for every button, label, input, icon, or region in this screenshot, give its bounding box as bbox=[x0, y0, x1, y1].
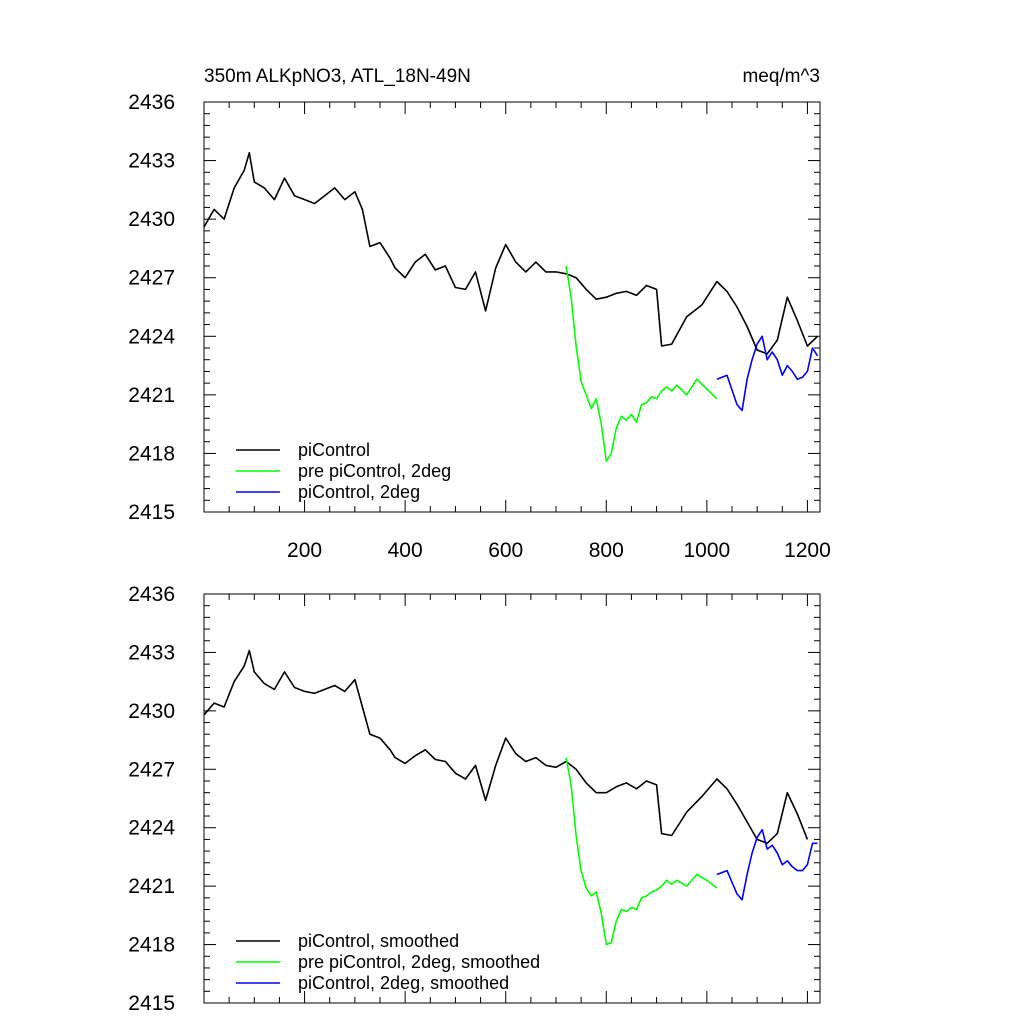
plot-frame bbox=[203, 101, 821, 513]
y-tick-label: 2418 bbox=[128, 934, 175, 957]
panel-bottom: 2415 2418 2421 2424 2427 2430 2433 2436 piContro… bbox=[128, 583, 821, 1015]
x-tick-label: 800 bbox=[589, 539, 624, 562]
y-tick-label: 2427 bbox=[128, 267, 175, 290]
y-tick-label: 2436 bbox=[128, 91, 175, 114]
y-tick-label: 2427 bbox=[128, 758, 175, 781]
legend-label: pre piControl, 2deg, smoothed bbox=[298, 952, 540, 972]
y-tick-label: 2415 bbox=[128, 501, 175, 524]
y-tick-label: 2415 bbox=[128, 992, 175, 1015]
legend-label: piControl, 2deg, smoothed bbox=[298, 973, 509, 993]
y-tick-label: 2433 bbox=[128, 150, 175, 173]
y-tick-label: 2430 bbox=[128, 208, 175, 231]
legend-label: pre piControl, 2deg bbox=[298, 461, 451, 481]
x-tick-label: 200 bbox=[287, 539, 322, 562]
series-line-2 bbox=[716, 828, 818, 901]
x-tick-label: 400 bbox=[388, 539, 423, 562]
y-tick-label: 2424 bbox=[128, 817, 175, 840]
series-line-2 bbox=[716, 335, 819, 412]
y-tick-label: 2421 bbox=[128, 384, 175, 407]
y-tick-label: 2436 bbox=[128, 583, 175, 606]
y-tick-label: 2433 bbox=[128, 641, 175, 664]
legend-label: piControl, smoothed bbox=[298, 931, 459, 951]
chart-units: meq/m^3 bbox=[742, 66, 820, 87]
series-line-0 bbox=[203, 649, 809, 845]
x-tick-label: 1000 bbox=[683, 539, 730, 562]
series-line-0 bbox=[203, 152, 819, 355]
legend-label: piControl, 2deg bbox=[298, 482, 420, 502]
x-tick-label: 1200 bbox=[784, 539, 831, 562]
chart-title: 350m ALKpNO3, ATL_18N-49N bbox=[204, 66, 471, 87]
y-tick-label: 2418 bbox=[128, 442, 175, 465]
x-tick-label: 600 bbox=[488, 539, 523, 562]
series-line-1 bbox=[565, 265, 718, 463]
y-tick-label: 2421 bbox=[128, 875, 175, 898]
y-tick-label: 2430 bbox=[128, 700, 175, 723]
series-line-1 bbox=[565, 757, 718, 946]
plot-frame bbox=[203, 593, 821, 1004]
panel-top: 2415 2418 2421 2424 2427 2430 2433 2436 200 400 60… bbox=[128, 91, 831, 562]
y-tick-label: 2424 bbox=[128, 325, 175, 348]
legend-label: piControl bbox=[298, 440, 370, 460]
